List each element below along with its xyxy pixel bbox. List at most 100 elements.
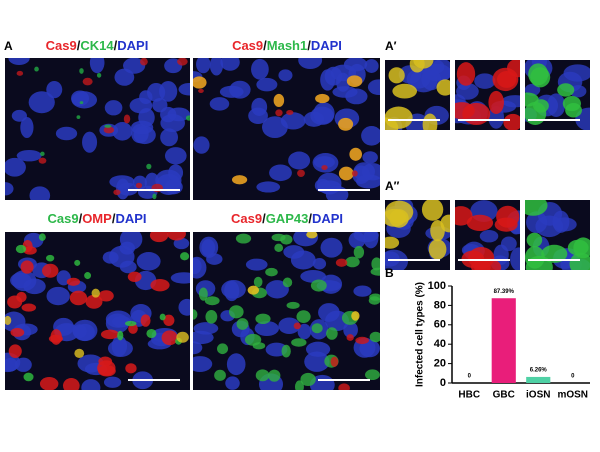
cell — [117, 330, 124, 341]
cell — [146, 163, 152, 170]
cell — [81, 379, 101, 390]
image-title: Cas9/Mash1/DAPI — [232, 38, 342, 53]
cell — [97, 360, 116, 376]
cell — [29, 186, 51, 200]
micrograph — [525, 60, 590, 130]
cell — [343, 321, 358, 339]
cell — [167, 232, 186, 241]
cell — [193, 341, 203, 355]
cell — [193, 256, 207, 279]
cell — [178, 82, 190, 96]
title-part: / — [112, 211, 116, 226]
cell — [235, 233, 252, 244]
cell — [74, 259, 81, 266]
cell — [103, 126, 115, 134]
cell — [244, 333, 262, 346]
panel-label: B — [385, 266, 394, 280]
cell — [69, 290, 88, 306]
cell — [226, 353, 246, 376]
y-axis-label: Infected cell types (%) — [415, 282, 426, 387]
cell — [193, 356, 213, 372]
cell — [320, 237, 343, 258]
title-part: GAP43 — [266, 211, 309, 226]
cell — [119, 241, 135, 255]
title-part: Cas9 — [46, 38, 77, 53]
cell — [204, 296, 220, 306]
cell — [363, 232, 379, 249]
micrograph — [5, 232, 190, 390]
cell — [41, 263, 59, 278]
cell — [346, 75, 363, 87]
cell — [280, 112, 306, 130]
cell — [313, 156, 335, 169]
cell — [34, 66, 39, 72]
cell — [16, 149, 42, 162]
value-label: 87.39% — [494, 289, 515, 295]
cell — [254, 321, 279, 337]
cell — [193, 136, 210, 154]
cell — [170, 272, 190, 284]
cell — [286, 110, 294, 115]
cell — [28, 91, 55, 114]
title-part: Cas9 — [232, 38, 263, 53]
cell — [428, 239, 447, 260]
cell — [294, 380, 304, 390]
cell — [351, 170, 358, 177]
panel-label: A′′ — [385, 179, 400, 193]
cell — [91, 288, 100, 298]
cell — [492, 67, 519, 92]
cell — [76, 115, 81, 119]
cell — [5, 157, 26, 177]
cell — [140, 314, 151, 327]
cell — [318, 303, 340, 322]
cell — [421, 200, 444, 221]
cell — [353, 245, 365, 259]
cell — [135, 182, 143, 189]
value-label: 0 — [571, 374, 575, 380]
cell — [66, 277, 81, 286]
title-part: DAPI — [115, 211, 146, 226]
cell — [159, 313, 166, 321]
title-part: CK14 — [80, 38, 114, 53]
cell — [319, 274, 343, 294]
cell — [346, 334, 354, 341]
cell — [55, 126, 78, 141]
cell — [552, 210, 570, 233]
cell — [96, 72, 102, 78]
cell — [338, 166, 354, 181]
cell — [473, 258, 502, 270]
cell — [547, 93, 566, 118]
cell — [282, 277, 293, 288]
title-part: / — [79, 211, 83, 226]
cell — [185, 115, 190, 121]
cell — [124, 320, 137, 327]
cell — [10, 327, 25, 337]
y-tick-label: 80 — [434, 299, 446, 311]
y-tick-label: 20 — [434, 358, 446, 370]
cell — [228, 305, 244, 319]
cell — [231, 175, 248, 185]
cell — [510, 247, 520, 270]
cell — [300, 372, 316, 387]
cell — [353, 285, 372, 297]
cell — [569, 252, 590, 270]
cell — [320, 69, 336, 91]
value-label: 0 — [468, 374, 472, 380]
cell — [20, 260, 34, 274]
micrograph — [455, 60, 520, 130]
cell — [50, 329, 62, 345]
cell — [345, 256, 360, 268]
cell — [173, 237, 190, 250]
cell — [146, 328, 157, 339]
cell — [113, 189, 121, 196]
x-tick-label: mOSN — [557, 390, 588, 401]
cell — [21, 303, 37, 312]
cell — [71, 90, 90, 107]
cell — [422, 113, 438, 130]
title-part: / — [263, 38, 267, 53]
cell — [196, 58, 211, 74]
y-tick-label: 60 — [434, 319, 446, 331]
cell — [275, 109, 283, 117]
cell — [193, 76, 207, 89]
cell — [114, 68, 135, 86]
